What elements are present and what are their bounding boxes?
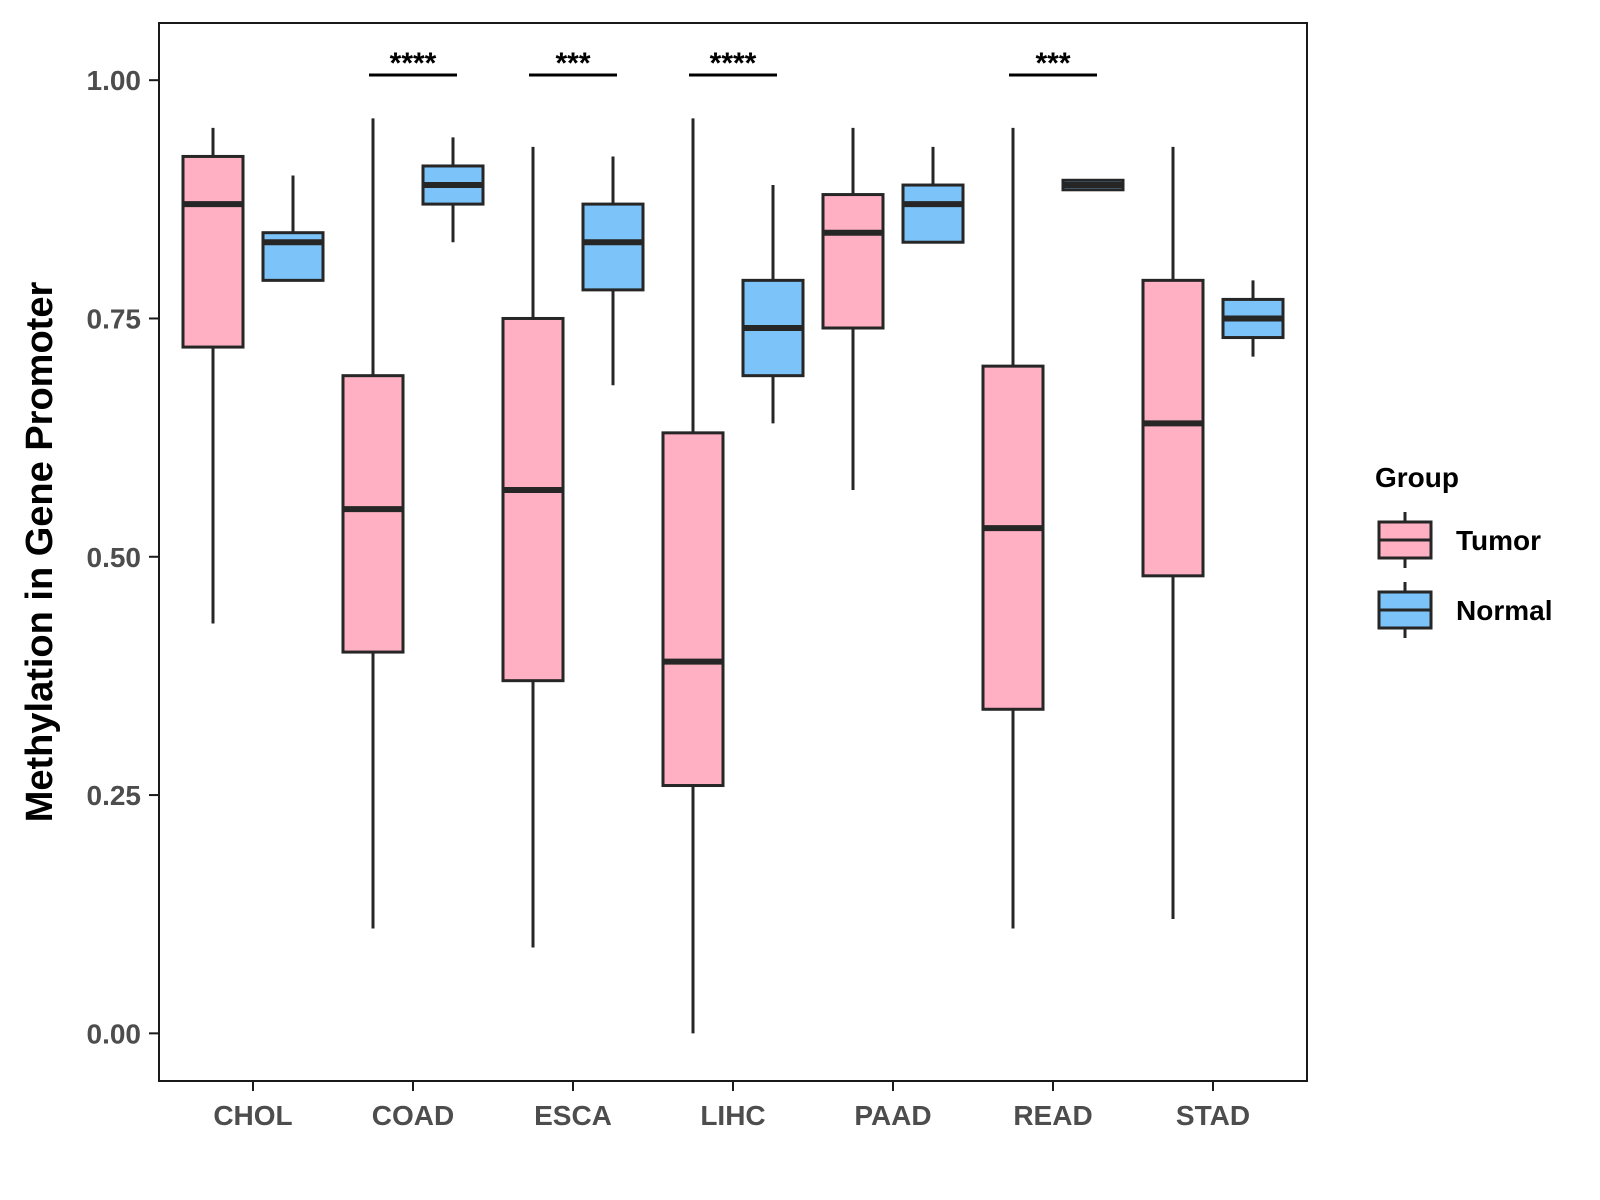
- box-tumor-chol: [181, 127, 245, 624]
- y-axis: 0.00 0.25 0.50 0.75 1.00: [87, 65, 159, 1049]
- box-normal-esca: [581, 156, 645, 386]
- legend-item-normal: Normal: [1377, 582, 1552, 638]
- box-tumor-coad: [341, 118, 405, 929]
- box-tumor-stad: [1141, 146, 1205, 919]
- legend-title: Group: [1375, 462, 1459, 493]
- box-iqr: [581, 202, 645, 292]
- plot-panel: [158, 22, 1308, 1082]
- significance-label-esca: ***: [555, 47, 590, 80]
- y-tick-label: 0.50: [87, 542, 142, 573]
- x-tick-label-read: READ: [1013, 1100, 1092, 1131]
- box-tumor-read: [981, 127, 1045, 929]
- significance-label-read: ***: [1035, 47, 1070, 80]
- box-iqr: [181, 154, 245, 349]
- x-tick-label-chol: CHOL: [213, 1100, 292, 1131]
- box-normal-lihc: [741, 185, 805, 424]
- x-tick-label-coad: COAD: [372, 1100, 454, 1131]
- significance-annotations: **** *** **** ***: [369, 47, 1097, 80]
- y-tick-label: 1.00: [87, 65, 142, 96]
- x-tick-label-lihc: LIHC: [700, 1100, 765, 1131]
- x-axis: CHOL COAD ESCA LIHC PAAD READ STAD: [213, 1081, 1250, 1131]
- legend-label-tumor: Tumor: [1456, 525, 1541, 556]
- box-iqr: [981, 364, 1045, 711]
- legend-item-tumor: Tumor: [1377, 512, 1541, 568]
- box-tumor-esca: [501, 146, 565, 948]
- box-normal-read: [1061, 178, 1125, 192]
- significance-label-coad: ****: [390, 47, 437, 80]
- y-axis-title: Methylation in Gene Promoter: [19, 282, 61, 823]
- box-iqr: [1141, 278, 1205, 578]
- box-normal-paad: [901, 146, 965, 244]
- box-iqr: [901, 183, 965, 244]
- significance-label-lihc: ****: [710, 47, 757, 80]
- x-tick-label-stad: STAD: [1176, 1100, 1250, 1131]
- box-series-group: [181, 118, 1285, 1034]
- y-tick-label: 0.75: [87, 303, 142, 334]
- box-normal-coad: [421, 137, 485, 243]
- box-normal-stad: [1221, 280, 1285, 357]
- box-tumor-paad: [821, 127, 885, 491]
- y-tick-label: 0.25: [87, 780, 142, 811]
- box-normal-chol: [261, 175, 325, 282]
- legend: Group Tumor Normal: [1375, 462, 1552, 638]
- box-iqr: [821, 193, 885, 330]
- legend-label-normal: Normal: [1456, 595, 1552, 626]
- y-tick-label: 0.00: [87, 1018, 142, 1049]
- box-iqr: [661, 431, 725, 788]
- x-tick-label-paad: PAAD: [854, 1100, 931, 1131]
- box-iqr: [501, 316, 565, 683]
- box-iqr: [341, 374, 405, 654]
- box-tumor-lihc: [661, 118, 725, 1034]
- x-tick-label-esca: ESCA: [534, 1100, 612, 1131]
